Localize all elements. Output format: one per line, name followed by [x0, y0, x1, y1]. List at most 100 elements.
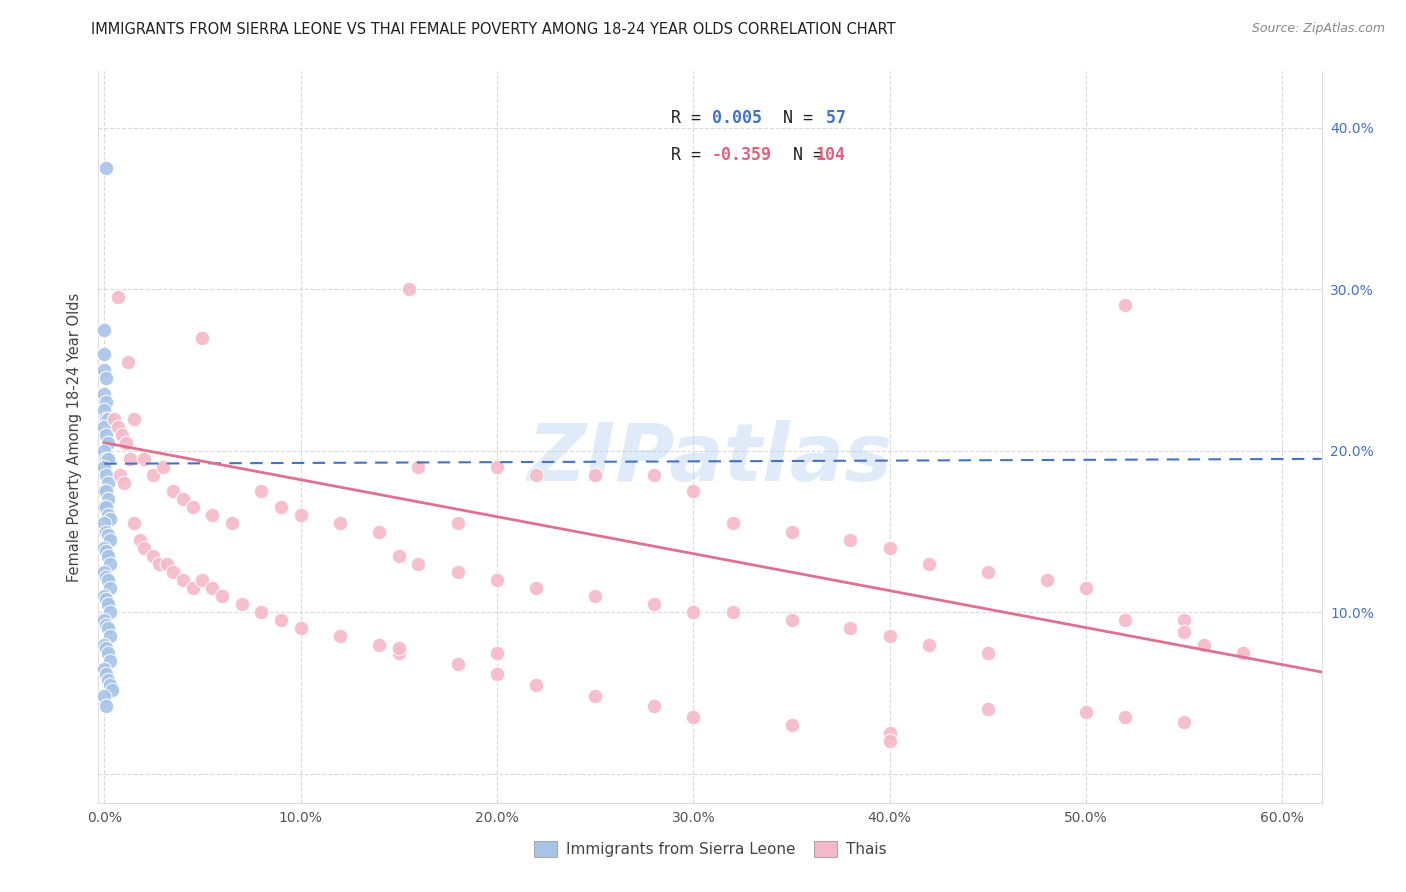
Point — [96, 161, 118, 176]
Point — [388, 640, 411, 655]
Point — [96, 484, 118, 499]
Point — [93, 589, 115, 603]
Point — [172, 573, 194, 587]
Point — [583, 589, 606, 603]
Point — [211, 589, 233, 603]
Point — [128, 533, 150, 547]
Point — [96, 451, 118, 466]
Point — [156, 557, 179, 571]
Point — [1173, 714, 1195, 729]
Point — [447, 657, 470, 671]
Point — [524, 678, 547, 692]
Point — [93, 565, 115, 579]
Point — [524, 581, 547, 595]
Point — [172, 492, 194, 507]
Point — [879, 726, 901, 740]
Point — [97, 549, 120, 563]
Point — [721, 516, 744, 531]
Point — [108, 468, 131, 483]
Point — [1074, 706, 1097, 720]
Point — [118, 451, 141, 466]
Text: 104: 104 — [815, 146, 845, 164]
Text: -0.359: -0.359 — [711, 146, 772, 164]
Text: N =: N = — [763, 110, 823, 128]
Point — [181, 581, 204, 595]
Point — [162, 484, 184, 499]
Point — [93, 363, 115, 377]
Point — [97, 411, 120, 425]
Point — [97, 646, 120, 660]
Text: N =: N = — [773, 146, 832, 164]
Point — [103, 411, 125, 425]
Point — [408, 557, 430, 571]
Point — [96, 666, 118, 681]
Point — [368, 638, 391, 652]
Point — [290, 508, 312, 523]
Point — [96, 468, 118, 483]
Point — [93, 500, 115, 515]
Point — [96, 524, 118, 539]
Point — [93, 516, 115, 531]
Point — [250, 484, 273, 499]
Point — [977, 646, 1000, 660]
Point — [1035, 573, 1057, 587]
Point — [93, 347, 115, 361]
Point — [98, 533, 121, 547]
Point — [93, 613, 115, 627]
Point — [98, 605, 121, 619]
Point — [270, 613, 292, 627]
Point — [132, 451, 155, 466]
Point — [117, 355, 139, 369]
Point — [181, 500, 204, 515]
Point — [112, 476, 135, 491]
Text: 0.005: 0.005 — [711, 110, 762, 128]
Point — [115, 435, 138, 450]
Point — [122, 516, 145, 531]
Point — [96, 411, 118, 425]
Point — [98, 630, 121, 644]
Point — [122, 411, 145, 425]
Point — [721, 605, 744, 619]
Point — [97, 622, 120, 636]
Point — [682, 710, 704, 724]
Point — [107, 290, 129, 304]
Point — [201, 508, 224, 523]
Point — [148, 557, 170, 571]
Point — [368, 524, 391, 539]
Point — [879, 630, 901, 644]
Point — [93, 541, 115, 555]
Y-axis label: Female Poverty Among 18-24 Year Olds: Female Poverty Among 18-24 Year Olds — [67, 293, 83, 582]
Point — [98, 678, 121, 692]
Point — [93, 662, 115, 676]
Point — [97, 573, 120, 587]
Point — [191, 331, 214, 345]
Point — [1114, 710, 1136, 724]
Point — [142, 468, 165, 483]
Point — [682, 484, 704, 499]
Point — [93, 387, 115, 401]
Point — [93, 484, 115, 499]
Point — [1114, 613, 1136, 627]
Point — [447, 516, 470, 531]
Point — [682, 605, 704, 619]
Text: R =: R = — [671, 146, 711, 164]
Point — [93, 403, 115, 417]
Point — [191, 573, 214, 587]
Point — [231, 597, 253, 611]
Point — [96, 544, 118, 558]
Point — [93, 443, 115, 458]
Point — [485, 646, 508, 660]
Point — [93, 323, 115, 337]
Point — [93, 419, 115, 434]
Point — [96, 371, 118, 385]
Point — [93, 638, 115, 652]
Point — [132, 541, 155, 555]
Point — [97, 451, 120, 466]
Point — [583, 690, 606, 704]
Point — [839, 622, 862, 636]
Point — [879, 734, 901, 748]
Point — [290, 622, 312, 636]
Point — [221, 516, 243, 531]
Point — [918, 557, 941, 571]
Point — [96, 570, 118, 584]
